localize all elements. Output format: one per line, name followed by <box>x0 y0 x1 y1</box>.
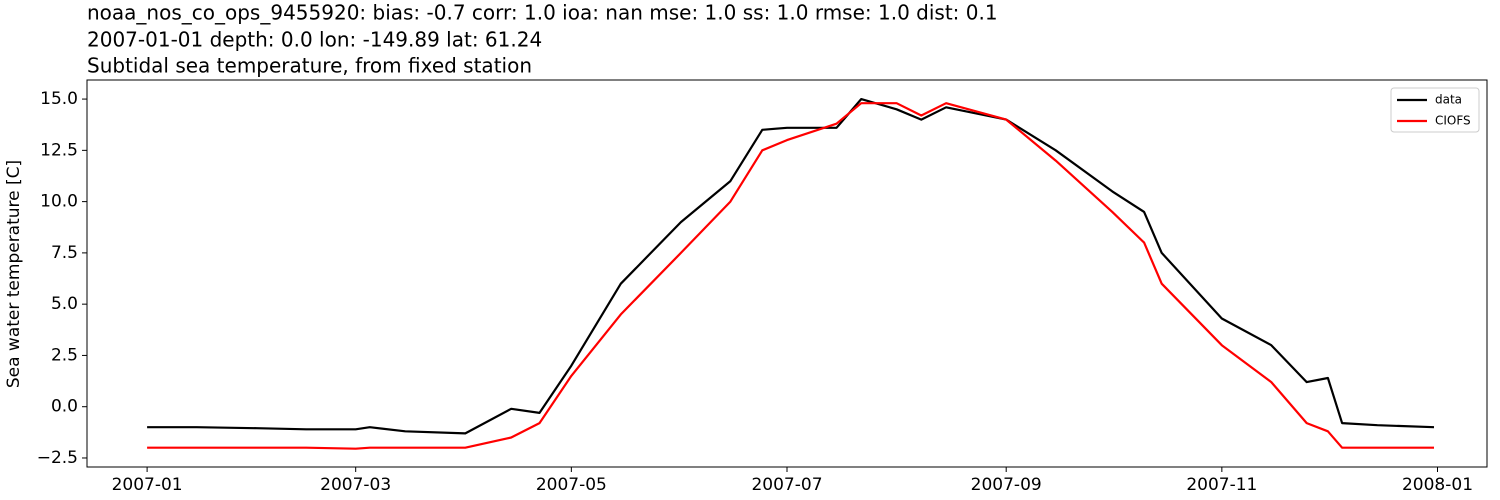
x-tick-label: 2007-07 <box>751 475 822 495</box>
y-tick-label: 10.0 <box>40 192 78 212</box>
line-series <box>147 98 1435 435</box>
y-axis-label: Sea water temperature [C] <box>4 160 24 388</box>
line-series <box>147 102 1434 450</box>
x-tick-label: 2007-05 <box>536 475 607 495</box>
y-tick-label: 7.5 <box>51 243 78 263</box>
legend-label: data <box>1435 93 1462 107</box>
y-tick-label: 5.0 <box>51 294 78 314</box>
plot-frame <box>86 79 1488 468</box>
y-tick-label: 0.0 <box>51 397 78 417</box>
y-tick-label: 12.5 <box>40 140 78 160</box>
y-tick-label: 15.0 <box>40 89 78 109</box>
x-tick-label: 2008-01 <box>1402 475 1473 495</box>
x-tick-label: 2007-01 <box>112 475 183 495</box>
x-tick-label: 2007-09 <box>971 475 1042 495</box>
chart-subtitle: Subtidal sea temperature, from fixed sta… <box>87 54 532 78</box>
x-tick-label: 2007-11 <box>1186 475 1257 495</box>
chart-subtitle: 2007-01-01 depth: 0.0 lon: -149.89 lat: … <box>87 28 542 52</box>
chart-title: noaa_nos_co_ops_9455920: bias: -0.7 corr… <box>87 1 998 25</box>
y-tick-label: 2.5 <box>51 345 78 365</box>
x-tick-label: 2007-03 <box>320 475 391 495</box>
legend-label: CIOFS <box>1435 114 1471 128</box>
y-tick-label: −2.5 <box>37 448 78 468</box>
